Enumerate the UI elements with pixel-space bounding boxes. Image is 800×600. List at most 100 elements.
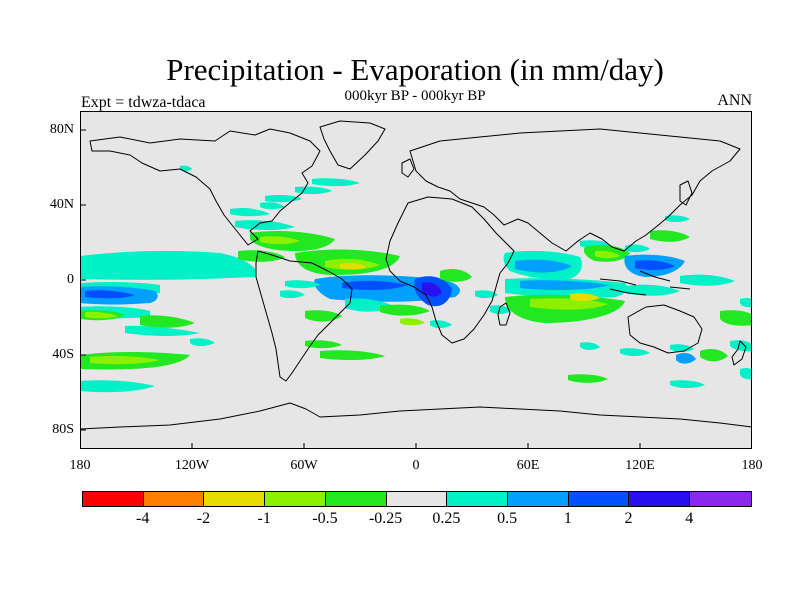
anomaly-patch — [190, 338, 215, 346]
lon-label-180e: 180 — [741, 458, 763, 473]
season-label: ANN — [717, 92, 752, 109]
anomaly-patch — [595, 250, 620, 259]
coastline-eurasia — [409, 128, 741, 252]
anomaly-patch — [285, 280, 320, 289]
anomaly-patch — [490, 305, 512, 314]
anomaly-patch — [676, 352, 696, 364]
anomaly-patch — [305, 340, 342, 349]
colorbar-swatch — [568, 492, 630, 506]
coastline-north-america — [89, 128, 321, 246]
colorbar-label: -0.25 — [368, 510, 403, 527]
anomaly-patch — [235, 220, 295, 230]
anomaly-patch — [232, 208, 260, 215]
lon-label-60w: 60W — [290, 458, 318, 473]
colorbar-label: -4 — [136, 510, 150, 527]
plot-title: Precipitation - Evaporation (in mm/day) — [166, 52, 664, 87]
colorbar-label: -1 — [257, 510, 271, 527]
colorbar-label: 0.5 — [497, 510, 518, 527]
anomaly-patch — [720, 310, 752, 326]
anomaly-patch — [342, 280, 408, 290]
coastline-greenland — [319, 120, 386, 170]
coastline-africa — [385, 196, 515, 344]
lon-label-180w: 180 — [69, 458, 91, 473]
colorbar-swatch — [204, 492, 266, 506]
colorbar-label: -0.5 — [312, 510, 338, 527]
colorbar-label: 1 — [563, 510, 572, 527]
anomaly-patch — [85, 290, 135, 299]
experiment-label: Expt = tdwza-tdaca — [81, 94, 206, 111]
colorbar-swatch — [447, 492, 509, 506]
anomaly-patch — [238, 250, 285, 262]
anomaly-patch — [260, 202, 285, 210]
anomaly-patch — [305, 310, 342, 322]
colorbar — [82, 491, 752, 507]
lon-label-0: 0 — [412, 458, 420, 473]
lat-label-0: 0 — [67, 272, 74, 287]
anomaly-patch — [312, 178, 360, 187]
anomaly-patch — [430, 320, 452, 328]
anomaly-patch — [515, 259, 572, 273]
coastline-south-america — [255, 250, 353, 382]
anomaly-patch — [80, 250, 255, 280]
anomaly-patch — [620, 348, 650, 356]
anomaly-patch — [90, 356, 160, 365]
anomaly-patch — [80, 380, 155, 393]
plot-subtitle: 000kyr BP - 000kyr BP — [344, 88, 486, 104]
coastlines — [80, 120, 752, 430]
anomaly-patch — [422, 282, 442, 297]
anomaly-patch — [520, 280, 610, 290]
anomaly-patch — [140, 315, 195, 328]
world-map — [80, 111, 752, 449]
coastline-japan — [679, 180, 693, 206]
anomaly-patch — [580, 342, 600, 350]
anomaly-patch — [740, 297, 752, 308]
colorbar-label: 4 — [685, 510, 694, 527]
colorbar-swatch — [508, 492, 569, 506]
coastline-uk — [401, 158, 415, 178]
anomaly-patch — [670, 344, 694, 352]
anomaly-patch — [700, 348, 728, 362]
anomaly-patch — [260, 236, 300, 245]
map-ticks — [80, 129, 641, 449]
anomaly-patch — [680, 274, 735, 286]
colorbar-label: 0.25 — [432, 510, 461, 527]
colorbar-swatch — [690, 492, 751, 506]
anomaly-patch — [125, 325, 200, 336]
colorbar-swatch — [143, 492, 205, 506]
anomaly-patch — [280, 290, 305, 299]
lat-label-40s: 40S — [52, 347, 74, 362]
anomaly-patch — [180, 165, 192, 172]
lat-label-80s: 80S — [52, 422, 74, 437]
lat-label-80n: 80N — [49, 122, 74, 137]
lon-label-60e: 60E — [516, 458, 540, 473]
anomaly-patch — [320, 350, 385, 361]
anomaly-patch — [530, 298, 608, 310]
anomaly-patches — [80, 165, 752, 393]
lon-label-120w: 120W — [174, 458, 210, 473]
anomaly-patch — [475, 290, 498, 299]
colorbar-label: 2 — [624, 510, 633, 527]
anomaly-patch — [568, 374, 608, 383]
anomaly-patch — [730, 340, 752, 352]
coastline-indonesia — [599, 270, 691, 296]
anomaly-patch — [635, 260, 675, 271]
lat-label-40n: 40N — [49, 197, 74, 212]
anomaly-patch — [650, 230, 690, 242]
lon-label-120e: 120E — [625, 458, 655, 473]
colorbar-swatch — [386, 492, 448, 506]
anomaly-patch — [625, 284, 680, 296]
coastline-antarctica — [80, 402, 752, 430]
anomaly-patch — [340, 263, 367, 270]
anomaly-patch — [85, 311, 118, 319]
anomaly-patch — [670, 380, 705, 388]
anomaly-patch — [740, 367, 752, 380]
colorbar-swatch — [629, 492, 691, 506]
coastline-new-zealand — [731, 340, 747, 366]
anomaly-patch — [625, 244, 650, 253]
colorbar-swatch — [325, 492, 387, 506]
coastline-madagascar — [497, 302, 511, 326]
colorbar-swatch — [265, 492, 326, 506]
anomaly-patch — [665, 215, 690, 223]
colorbar-label: -2 — [196, 510, 211, 527]
anomaly-patch — [570, 293, 600, 302]
